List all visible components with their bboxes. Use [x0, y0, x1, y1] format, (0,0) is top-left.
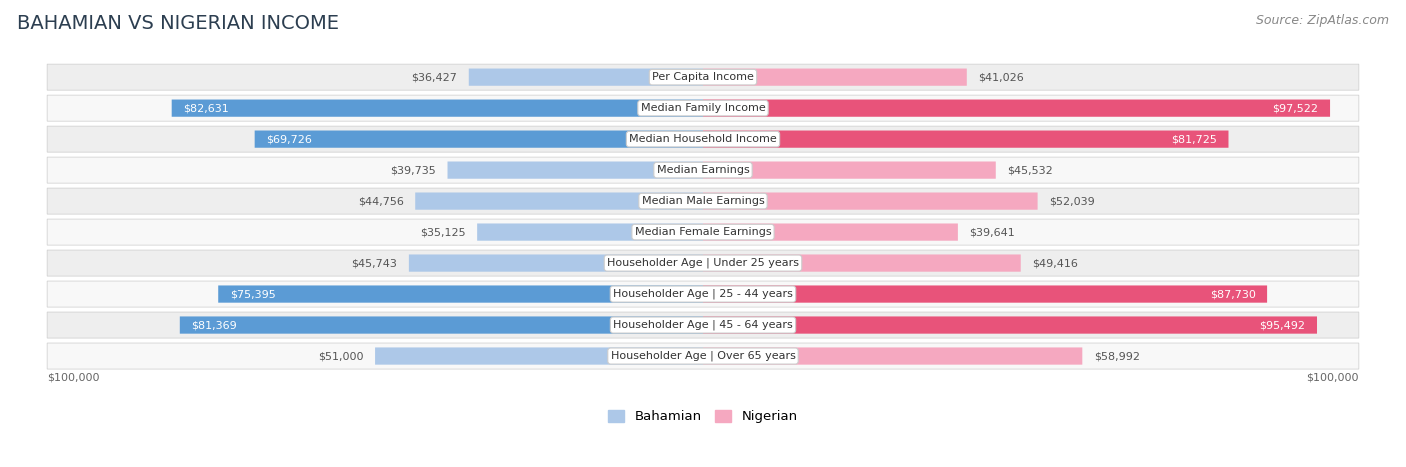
- FancyBboxPatch shape: [48, 281, 1358, 307]
- FancyBboxPatch shape: [477, 224, 703, 241]
- FancyBboxPatch shape: [48, 219, 1358, 245]
- FancyBboxPatch shape: [703, 69, 967, 86]
- Text: $97,522: $97,522: [1272, 103, 1319, 113]
- Text: $69,726: $69,726: [266, 134, 312, 144]
- Text: $41,026: $41,026: [979, 72, 1024, 82]
- FancyBboxPatch shape: [703, 317, 1317, 333]
- FancyBboxPatch shape: [703, 130, 1229, 148]
- Text: Householder Age | Under 25 years: Householder Age | Under 25 years: [607, 258, 799, 269]
- Text: Median Family Income: Median Family Income: [641, 103, 765, 113]
- FancyBboxPatch shape: [48, 157, 1358, 183]
- Text: $100,000: $100,000: [1306, 372, 1358, 382]
- FancyBboxPatch shape: [703, 255, 1021, 272]
- Text: $51,000: $51,000: [318, 351, 364, 361]
- FancyBboxPatch shape: [703, 162, 995, 179]
- FancyBboxPatch shape: [48, 188, 1358, 214]
- Text: $81,725: $81,725: [1171, 134, 1218, 144]
- Text: Householder Age | 25 - 44 years: Householder Age | 25 - 44 years: [613, 289, 793, 299]
- Legend: Bahamian, Nigerian: Bahamian, Nigerian: [603, 404, 803, 429]
- FancyBboxPatch shape: [703, 99, 1330, 117]
- FancyBboxPatch shape: [409, 255, 703, 272]
- FancyBboxPatch shape: [172, 99, 703, 117]
- Text: Median Earnings: Median Earnings: [657, 165, 749, 175]
- FancyBboxPatch shape: [703, 224, 957, 241]
- FancyBboxPatch shape: [375, 347, 703, 365]
- Text: $35,125: $35,125: [420, 227, 465, 237]
- Text: BAHAMIAN VS NIGERIAN INCOME: BAHAMIAN VS NIGERIAN INCOME: [17, 14, 339, 33]
- Text: $75,395: $75,395: [229, 289, 276, 299]
- FancyBboxPatch shape: [48, 95, 1358, 121]
- Text: $44,756: $44,756: [357, 196, 404, 206]
- FancyBboxPatch shape: [48, 312, 1358, 338]
- Text: $87,730: $87,730: [1209, 289, 1256, 299]
- Text: Householder Age | 45 - 64 years: Householder Age | 45 - 64 years: [613, 320, 793, 330]
- FancyBboxPatch shape: [180, 317, 703, 333]
- Text: $39,641: $39,641: [970, 227, 1015, 237]
- Text: $49,416: $49,416: [1032, 258, 1078, 268]
- FancyBboxPatch shape: [703, 347, 1083, 365]
- FancyBboxPatch shape: [703, 192, 1038, 210]
- FancyBboxPatch shape: [254, 130, 703, 148]
- Text: Per Capita Income: Per Capita Income: [652, 72, 754, 82]
- FancyBboxPatch shape: [468, 69, 703, 86]
- Text: Median Household Income: Median Household Income: [628, 134, 778, 144]
- Text: Householder Age | Over 65 years: Householder Age | Over 65 years: [610, 351, 796, 361]
- FancyBboxPatch shape: [415, 192, 703, 210]
- FancyBboxPatch shape: [218, 285, 703, 303]
- FancyBboxPatch shape: [447, 162, 703, 179]
- Text: $45,532: $45,532: [1007, 165, 1053, 175]
- Text: $52,039: $52,039: [1049, 196, 1095, 206]
- FancyBboxPatch shape: [703, 285, 1267, 303]
- Text: Median Female Earnings: Median Female Earnings: [634, 227, 772, 237]
- FancyBboxPatch shape: [48, 343, 1358, 369]
- Text: $39,735: $39,735: [391, 165, 436, 175]
- Text: Median Male Earnings: Median Male Earnings: [641, 196, 765, 206]
- Text: $100,000: $100,000: [48, 372, 100, 382]
- FancyBboxPatch shape: [48, 64, 1358, 90]
- Text: $45,743: $45,743: [352, 258, 398, 268]
- Text: Source: ZipAtlas.com: Source: ZipAtlas.com: [1256, 14, 1389, 27]
- Text: $58,992: $58,992: [1094, 351, 1140, 361]
- Text: $95,492: $95,492: [1260, 320, 1305, 330]
- Text: $81,369: $81,369: [191, 320, 238, 330]
- Text: $82,631: $82,631: [183, 103, 229, 113]
- FancyBboxPatch shape: [48, 126, 1358, 152]
- Text: $36,427: $36,427: [412, 72, 457, 82]
- FancyBboxPatch shape: [48, 250, 1358, 276]
